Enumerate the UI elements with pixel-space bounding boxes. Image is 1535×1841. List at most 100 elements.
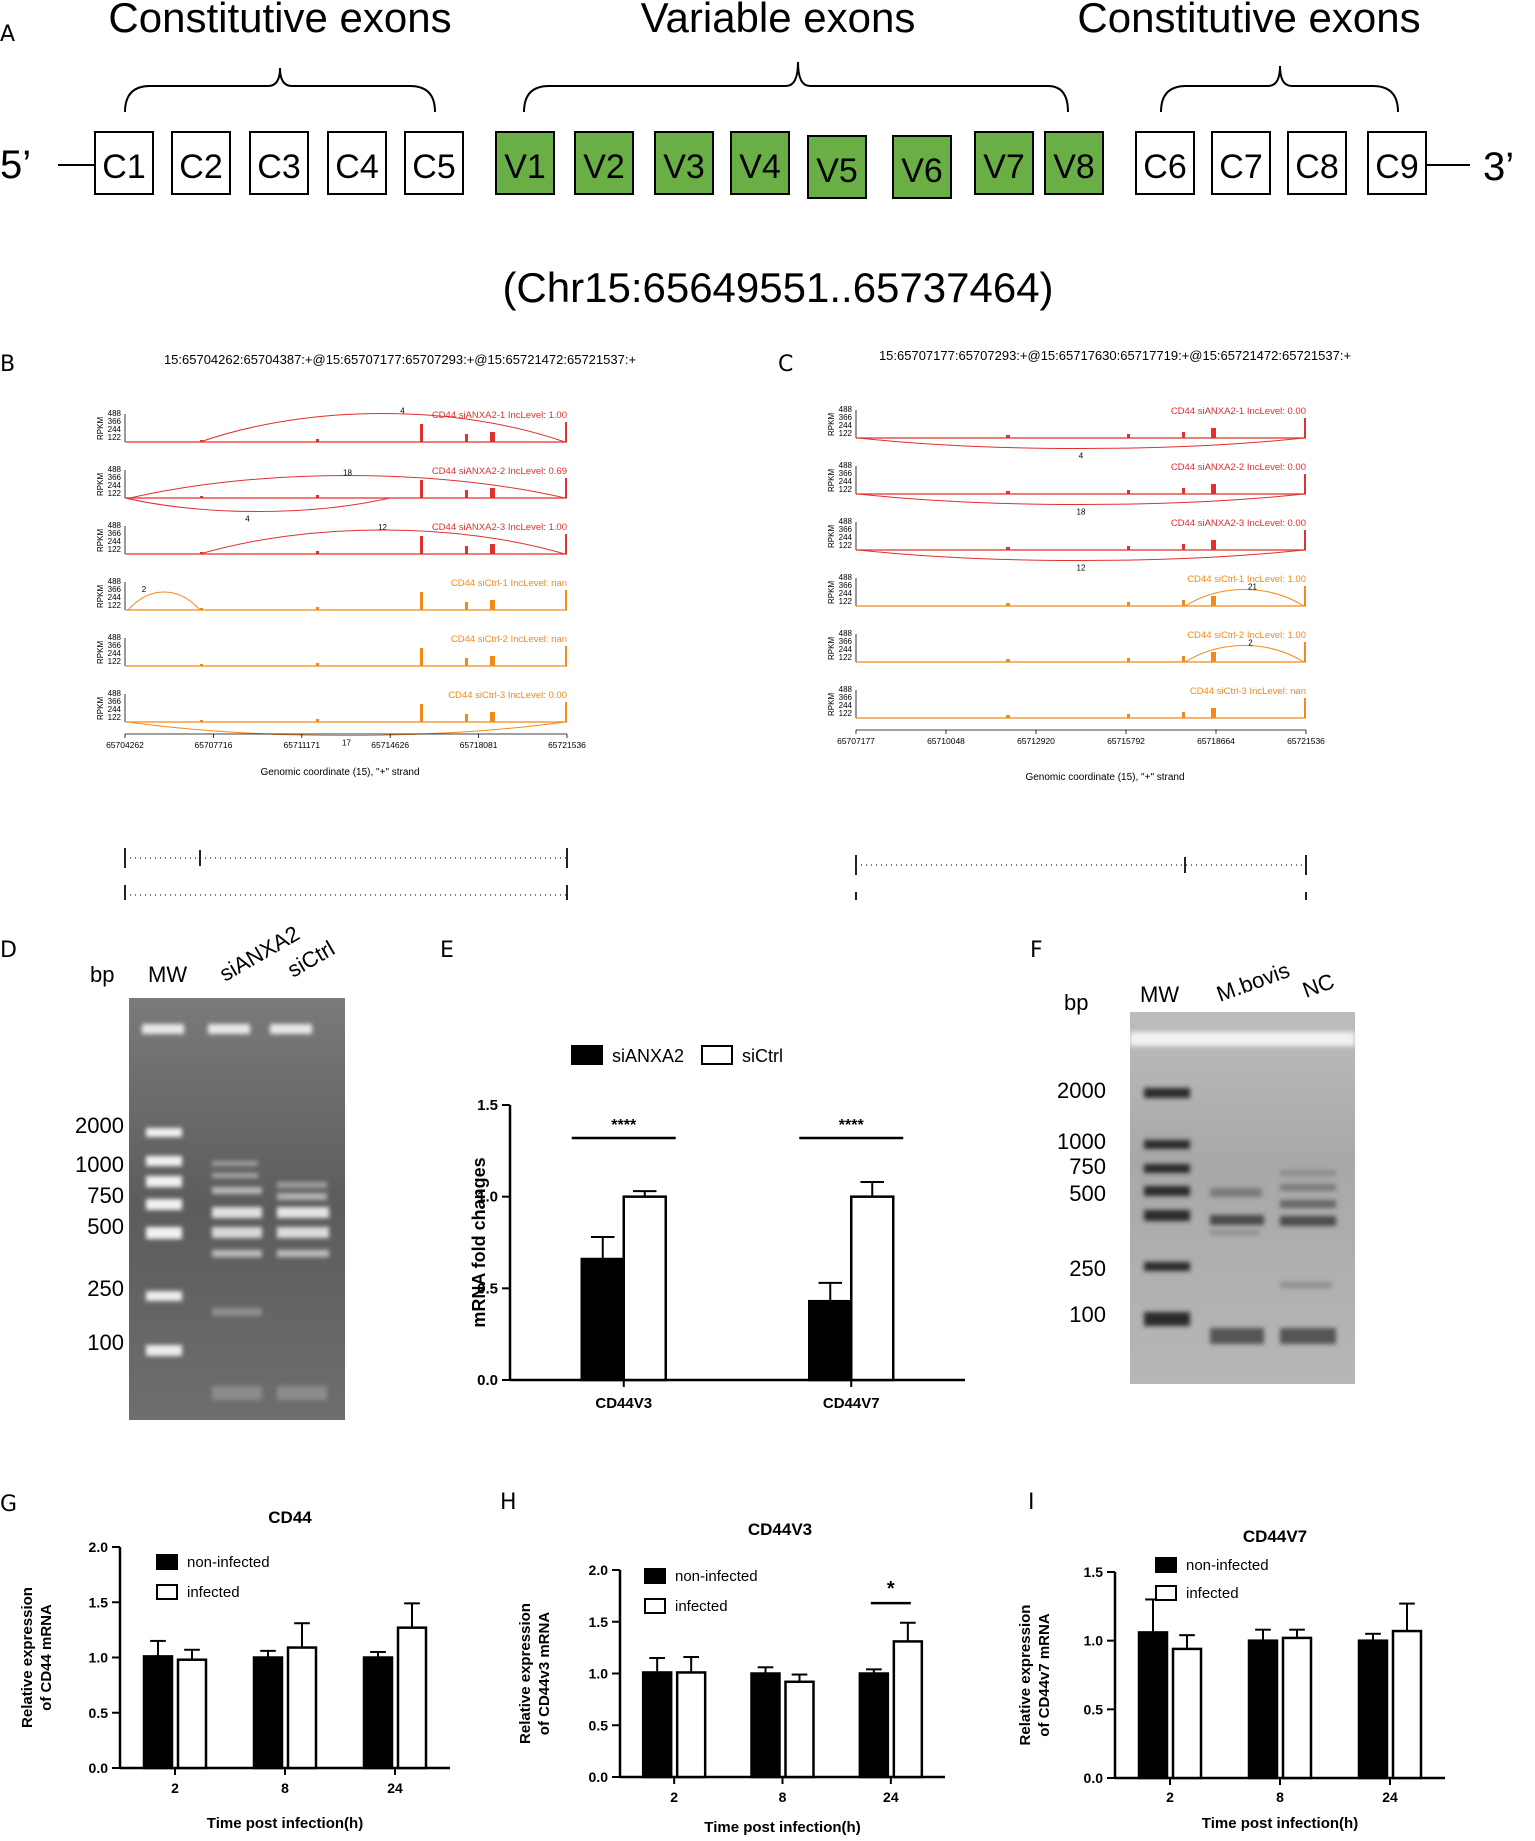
exon-label-c7: C7 — [1219, 148, 1262, 186]
junction-count: 21 — [1248, 583, 1257, 592]
track-ylabel: RPKM — [827, 581, 836, 604]
track-ytick: 244 — [108, 481, 122, 490]
y-tick-label: 1.0 — [589, 1666, 609, 1682]
exon-label-v8: V8 — [1053, 148, 1095, 186]
y-tick-label: 2.0 — [89, 1539, 109, 1555]
ladder-label: 500 — [87, 1214, 124, 1239]
track-ytick: 366 — [839, 637, 853, 646]
y-tick-label: 0.5 — [1084, 1701, 1104, 1717]
x-tick-label: 2 — [670, 1789, 678, 1805]
y-tick-label: 0.5 — [589, 1717, 609, 1733]
exon-label-v1: V1 — [504, 148, 546, 186]
sashimi-title-c: 15:65707177:65707293:+@15:65717630:65717… — [879, 348, 1351, 363]
junction-count: 4 — [400, 407, 405, 416]
track-ytick: 244 — [839, 477, 853, 486]
y-tick-label: 0.5 — [477, 1280, 498, 1297]
exon-v2 — [574, 131, 634, 195]
chart-h: CD44V3 0.0 0.5 1.0 1.5 2.0 2 8 24 * Time post infe… — [517, 1520, 945, 1836]
coverage-bar — [200, 720, 203, 722]
coverage-bar — [1006, 491, 1010, 494]
genomic-coordinates: (Chr15:65649551..65737464) — [502, 264, 1053, 311]
track-ytick: 488 — [108, 409, 122, 418]
y-tick-label: 0.0 — [477, 1372, 498, 1389]
y-tick-label: 1.5 — [89, 1594, 109, 1610]
track-ytick: 488 — [108, 521, 122, 530]
coverage-bar — [490, 712, 495, 722]
coverage-bar — [1304, 586, 1306, 606]
bar — [286, 1646, 318, 1770]
y-tick-label: 1.5 — [477, 1097, 498, 1114]
junction-arc — [1184, 645, 1305, 663]
legend-label: infected — [675, 1598, 728, 1615]
bar — [675, 1671, 707, 1779]
track-ylabel: RPKM — [827, 693, 836, 716]
constitutive-right-label: Constitutive exons — [1077, 0, 1420, 41]
coverage-bar — [1182, 488, 1185, 494]
significance-label: * — [887, 1578, 895, 1600]
exon-label-v3: V3 — [663, 148, 705, 186]
junction-arc — [857, 549, 1305, 561]
sashimi-xtick: 65721536 — [548, 740, 586, 750]
coverage-bar — [200, 496, 203, 498]
exon-c8 — [1287, 131, 1347, 195]
legend-label: non-infected — [1186, 1557, 1269, 1574]
coverage-bar — [200, 664, 203, 666]
coverage-bar — [1304, 530, 1306, 550]
gel-d: bp MW siANXA2 siCtrl 2000100075050025010… — [75, 921, 345, 1420]
panel-label-a: A — [0, 22, 16, 47]
y-tick-label: 0.5 — [89, 1705, 109, 1721]
track-ytick: 244 — [108, 537, 122, 546]
coverage-bar — [1182, 656, 1185, 662]
bar — [808, 1299, 853, 1382]
coverage-bar — [465, 714, 468, 722]
x-axis-label: Time post infection(h) — [207, 1815, 363, 1832]
coverage-bar — [465, 490, 468, 498]
track-ylabel: RPKM — [827, 637, 836, 660]
track-label: CD44 siANXA2-1 IncLevel: 0.00 — [1171, 406, 1306, 417]
coverage-bar — [1211, 596, 1216, 606]
chart-title: CD44V3 — [748, 1520, 812, 1539]
coverage-bar — [565, 422, 567, 442]
track-ylabel: RPKM — [96, 529, 105, 552]
coverage-bar — [1304, 474, 1306, 494]
bar — [850, 1195, 895, 1382]
y-tick-label: 0.0 — [589, 1769, 609, 1785]
y-axis-label: of CD44 mRNA — [38, 1604, 55, 1711]
junction-arc — [1184, 589, 1305, 607]
junction-arc — [857, 437, 1305, 449]
variable-label: Variable exons — [641, 0, 916, 41]
x-tick-label: 8 — [779, 1789, 787, 1805]
track-ytick: 366 — [108, 585, 122, 594]
panel-label-d: D — [0, 938, 17, 963]
junction-count: 4 — [245, 515, 250, 524]
chart-g: CD44 0.0 0.5 1.0 1.5 2.0 2 8 24 Time post infecti… — [19, 1508, 450, 1832]
track-ytick: 488 — [839, 685, 853, 694]
coverage-bar — [465, 434, 468, 442]
x-tick-label: CD44V7 — [823, 1395, 880, 1412]
exon-label-c9: C9 — [1375, 148, 1418, 186]
track-label: CD44 siANXA2-3 IncLevel: 1.00 — [432, 522, 567, 533]
bar — [176, 1658, 208, 1770]
junction-count: 12 — [1077, 564, 1086, 573]
bar — [622, 1195, 667, 1382]
y-axis-label: Relative expression — [1017, 1605, 1034, 1746]
track-ytick: 366 — [108, 529, 122, 538]
ladder-label: 1000 — [75, 1152, 124, 1177]
track-ylabel: RPKM — [96, 585, 105, 608]
x-axis-label: Time post infection(h) — [704, 1819, 860, 1836]
brace-right — [1160, 65, 1399, 113]
exon-c3 — [249, 131, 309, 195]
track-ylabel: RPKM — [96, 697, 105, 720]
junction-arc — [124, 497, 391, 512]
panel-label-i: I — [1028, 1490, 1035, 1515]
coverage-bar — [1304, 642, 1306, 662]
exon-v7 — [974, 131, 1034, 195]
track-ytick: 488 — [839, 573, 853, 582]
ladder-label: 500 — [1069, 1181, 1106, 1206]
ladder-label: 100 — [87, 1330, 124, 1355]
bar — [362, 1656, 394, 1770]
coverage-bar — [490, 432, 495, 442]
bar — [858, 1672, 890, 1779]
